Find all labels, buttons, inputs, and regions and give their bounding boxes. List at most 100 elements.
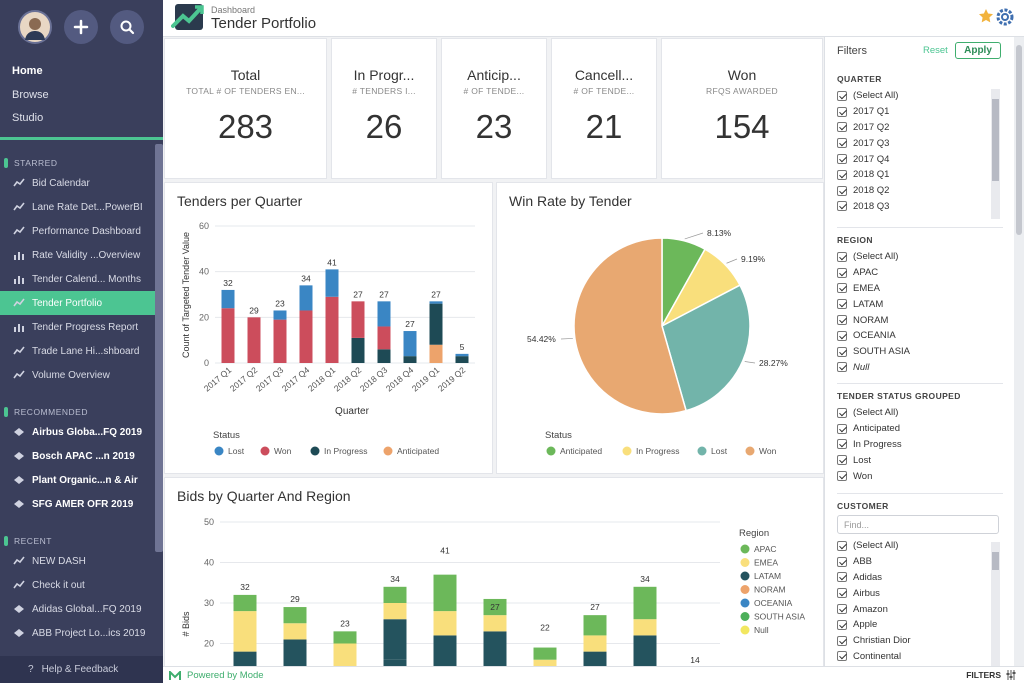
kpi-card[interactable]: Total TOTAL # OF TENDERS EN... 283 [164,38,327,179]
checkbox[interactable] [837,588,847,599]
bar-segment[interactable] [273,310,287,320]
sidebar-item[interactable]: Tender Calend... Months [0,267,155,291]
sidebar-item[interactable]: Trade Lane Hi...shboard [0,339,155,363]
filter-option[interactable]: (Select All) [837,405,1003,421]
bar-segment[interactable] [429,301,443,304]
bar-segment[interactable] [273,319,287,363]
bar-segment[interactable] [455,356,469,363]
checkbox[interactable] [837,407,847,418]
checkbox[interactable] [837,556,847,567]
bar-segment[interactable] [333,643,357,668]
checkbox[interactable] [837,106,847,117]
filter-option[interactable]: APAC [837,265,1003,281]
sidebar-item[interactable]: Plant Organic...n & Air [0,468,155,492]
quarter-scrollbar[interactable] [991,89,1000,219]
new-button[interactable] [64,10,98,44]
filter-option[interactable]: (Select All) [837,249,1003,265]
sidebar-scrollbar[interactable] [155,144,163,552]
sidebar-item[interactable]: Check it out [0,573,155,597]
search-button[interactable] [110,10,144,44]
checkbox[interactable] [837,604,847,615]
bar-segment[interactable] [233,611,257,652]
sidebar-item[interactable]: Airbus Globa...FQ 2019 [0,420,155,444]
filter-option[interactable]: Apple [837,617,1003,633]
bar-segment[interactable] [351,337,365,363]
filter-option[interactable]: Adidas [837,570,1003,586]
checkbox[interactable] [837,635,847,646]
star-icon[interactable] [978,8,994,24]
filter-option[interactable]: EMEA [837,281,1003,297]
filter-option[interactable]: NORAM [837,312,1003,328]
sidebar-item[interactable]: Volume Overview [0,363,155,387]
bar-segment[interactable] [283,607,307,624]
sidebar-item[interactable]: NEW DASH [0,549,155,573]
customer-scrollbar[interactable] [991,542,1000,666]
bar-segment[interactable] [583,635,607,652]
sidebar-item[interactable]: SFG AMER OFR 2019 [0,492,155,516]
customer-search-input[interactable]: Find... [837,515,999,534]
filter-option[interactable]: Won [837,468,1003,484]
bar-segment[interactable] [433,574,457,612]
nav-browse[interactable]: Browse [12,88,49,101]
checkbox[interactable] [837,346,847,357]
sidebar-item[interactable]: Bid Calendar [0,171,155,195]
filter-option[interactable]: 2017 Q1 [837,104,1003,120]
bar-segment[interactable] [633,635,657,644]
filter-option[interactable]: Anticipated [837,421,1003,437]
bar-segment[interactable] [403,331,417,357]
pie-slice[interactable] [661,284,751,412]
filters-toggle[interactable]: FILTERS [966,670,1016,680]
bar-segment[interactable] [403,356,417,363]
bar-segment[interactable] [483,598,507,616]
checkbox[interactable] [837,251,847,262]
checkbox[interactable] [837,138,847,149]
bar-segment[interactable] [351,301,365,338]
bar-segment[interactable] [633,619,657,636]
sidebar-item[interactable]: Adidas Global...FQ 2019 [0,597,155,621]
powered-by-mode[interactable]: Powered by Mode [169,670,264,681]
bar-segment[interactable] [299,310,313,363]
bar-segment[interactable] [221,308,235,363]
checkbox[interactable] [837,651,847,662]
filter-option[interactable]: ABB [837,554,1003,570]
checkbox[interactable] [837,185,847,196]
reset-button[interactable]: Reset [923,45,948,56]
bar-segment[interactable] [533,659,557,667]
checkbox[interactable] [837,154,847,165]
bar-segment[interactable] [583,651,607,667]
sidebar-item[interactable]: Tender Portfolio [0,291,155,315]
checkbox[interactable] [837,572,847,583]
bar-segment[interactable] [383,586,407,603]
checkbox[interactable] [837,90,847,101]
sidebar-item[interactable]: Rate Validity ...Overview [0,243,155,267]
checkbox[interactable] [837,619,847,630]
bar-segment[interactable] [383,603,407,620]
sidebar-item[interactable]: ABB Project Lo...ics 2019 [0,621,155,645]
filter-option[interactable]: Christian Dior [837,633,1003,649]
bar-segment[interactable] [633,586,657,620]
filter-option[interactable]: SOUTH ASIA [837,344,1003,360]
bar-segment[interactable] [283,623,307,640]
bar-segment[interactable] [583,615,607,636]
sidebar-item[interactable]: Bosch APAC ...n 2019 [0,444,155,468]
bar-segment[interactable] [377,326,391,350]
checkbox[interactable] [837,471,847,482]
bar-segment[interactable] [455,353,469,357]
gear-icon[interactable] [996,8,1014,26]
filter-option[interactable]: 2017 Q4 [837,151,1003,167]
filter-option[interactable]: OCEANIA [837,328,1003,344]
filter-option[interactable]: (Select All) [837,538,1003,554]
filter-option[interactable]: Continental [837,649,1003,665]
filter-option[interactable]: Null [837,360,1003,376]
main-scrollbar-thumb[interactable] [1016,45,1022,235]
bar-segment[interactable] [377,349,391,363]
filter-option[interactable]: Airbus [837,585,1003,601]
bar-segment[interactable] [233,651,257,667]
bar-segment[interactable] [433,635,457,667]
checkbox[interactable] [837,540,847,551]
bar-segment[interactable] [633,643,657,668]
bar-segment[interactable] [333,631,357,644]
bar-segment[interactable] [283,639,307,667]
sidebar-item[interactable]: Lane Rate Det...PowerBI [0,195,155,219]
filter-option[interactable]: LATAM [837,296,1003,312]
